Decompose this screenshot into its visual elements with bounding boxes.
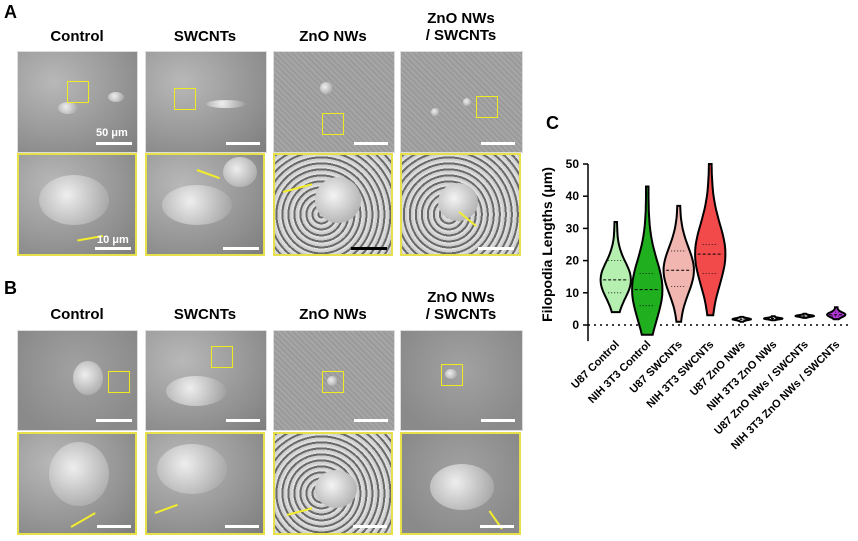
roi-box [322, 113, 344, 135]
sem-a-zno-swcnts-top [400, 51, 523, 153]
col-title-b-zno: ZnO NWs [299, 306, 367, 323]
sem-a-zno-zoom [273, 153, 393, 256]
col-title-a-zno: ZnO NWs [299, 28, 367, 45]
sem-b-zno-swcnts-top [400, 330, 523, 431]
col-title-a-swcnts: SWCNTs [173, 28, 237, 45]
roi-box [441, 364, 463, 386]
col-title-b-zno-swcnts: ZnO NWs / SWCNTs [425, 289, 497, 323]
violin-2 [662, 204, 695, 323]
sem-a-zno-top [273, 51, 395, 153]
col-title-a-zno-swcnts: ZnO NWs / SWCNTs [425, 10, 497, 44]
sem-a-control-zoom: 10 μm [17, 153, 137, 256]
roi-box [67, 81, 89, 103]
panel-label-b: B [4, 278, 17, 298]
y-tick-label: 40 [566, 189, 580, 203]
sem-b-zno-zoom [273, 432, 393, 535]
col-title-b-swcnts: SWCNTs [173, 306, 237, 323]
scale-label-10um: 10 μm [97, 234, 129, 246]
roi-box [108, 371, 130, 393]
y-tick-label: 50 [566, 157, 580, 171]
sem-a-control-top: 50 μm [17, 51, 138, 153]
col-title-b-control: Control [50, 306, 104, 323]
y-tick-label: 20 [566, 254, 580, 268]
violin-3 [694, 163, 727, 317]
roi-box [322, 371, 344, 393]
violin-7 [826, 306, 847, 321]
x-tick-label: U87 ZnO NWs [688, 339, 748, 399]
y-axis-label: Filopodia Lengths (μm) [539, 167, 555, 322]
y-tick-label: 0 [572, 318, 579, 332]
y-tick-label: 10 [566, 286, 580, 300]
violin-0 [599, 221, 632, 314]
sem-b-zno-swcnts-zoom [400, 432, 521, 535]
sem-b-zno-top [273, 330, 395, 431]
y-tick-label: 30 [566, 221, 580, 235]
sem-b-control-zoom [17, 432, 137, 535]
sem-a-swcnts-top [145, 51, 267, 153]
sem-b-swcnts-zoom [145, 432, 265, 535]
panel-label-a: A [4, 2, 17, 22]
scale-label-50um: 50 μm [96, 127, 128, 139]
col-title-a-control: Control [50, 28, 104, 45]
panel-label-c: C [546, 113, 559, 133]
sem-a-zno-swcnts-zoom [400, 153, 521, 256]
sem-b-control-top [17, 330, 138, 431]
sem-a-swcnts-zoom [145, 153, 265, 256]
roi-box [211, 346, 233, 368]
roi-box [174, 88, 196, 110]
sem-b-swcnts-top [145, 330, 267, 431]
roi-box [476, 96, 498, 118]
violin-1 [631, 185, 664, 336]
